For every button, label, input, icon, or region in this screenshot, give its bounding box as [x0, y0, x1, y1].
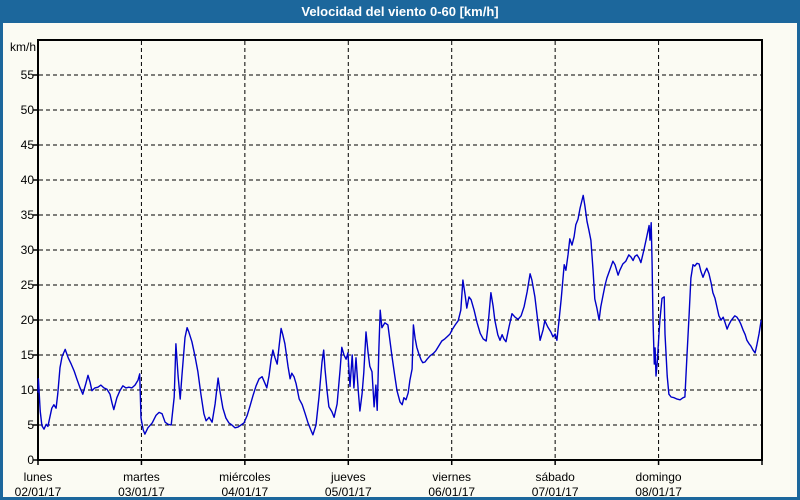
y-tick-label: 55 [21, 68, 35, 82]
y-tick-label: 5 [27, 418, 34, 432]
y-tick-label: 35 [21, 208, 35, 222]
x-axis-date-label: 04/01/17 [221, 485, 268, 499]
x-axis-day-label: lunes [24, 470, 53, 484]
y-axis-unit-label: km/h [10, 40, 36, 54]
title-bar: Velocidad del viento 0-60 [km/h] [0, 0, 800, 23]
chart-title: Velocidad del viento 0-60 [km/h] [301, 4, 499, 19]
y-tick-label: 15 [21, 348, 35, 362]
x-axis-date-label: 06/01/17 [428, 485, 475, 499]
x-axis-date-label: 08/01/17 [635, 485, 682, 499]
y-tick-label: 10 [21, 383, 35, 397]
y-tick-label: 50 [21, 103, 35, 117]
wind-speed-series [37, 194, 762, 436]
y-tick-label: 45 [21, 138, 35, 152]
x-axis-date-label: 02/01/17 [15, 485, 62, 499]
y-tick-label: 30 [21, 243, 35, 257]
x-axis-day-label: martes [123, 470, 160, 484]
x-axis-day-label: miércoles [219, 470, 270, 484]
x-axis-day-label: domingo [636, 470, 682, 484]
x-axis-day-label: jueves [330, 470, 366, 484]
y-tick-label: 40 [21, 173, 35, 187]
x-axis-date-label: 05/01/17 [325, 485, 372, 499]
y-tick-label: 25 [21, 278, 35, 292]
y-tick-label: 20 [21, 313, 35, 327]
x-axis-date-label: 03/01/17 [118, 485, 165, 499]
y-tick-label: 0 [27, 453, 34, 467]
x-axis-day-label: viernes [432, 470, 471, 484]
x-axis-date-label: 07/01/17 [532, 485, 579, 499]
x-axis-day-label: sábado [535, 470, 575, 484]
